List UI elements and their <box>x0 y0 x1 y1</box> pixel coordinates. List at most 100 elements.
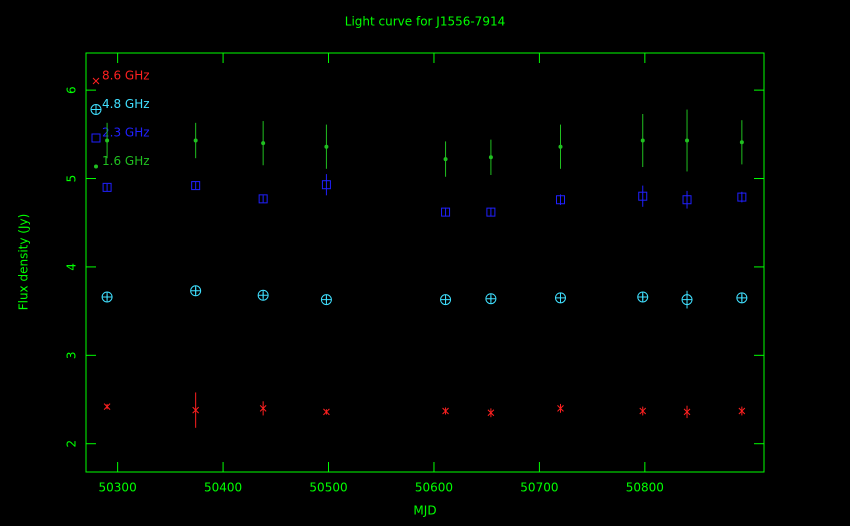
marker-part <box>261 141 266 146</box>
legend-label: 4.8 GHz <box>102 97 150 111</box>
marker <box>737 192 747 202</box>
marker <box>487 409 495 417</box>
y-tick-label: 6 <box>65 86 79 94</box>
marker-part <box>488 155 493 160</box>
marker <box>441 207 451 217</box>
marker-part <box>442 407 449 415</box>
marker-part <box>259 405 267 412</box>
marker-part <box>321 294 332 305</box>
marker-part <box>558 144 563 149</box>
marker-part <box>638 191 648 201</box>
marker <box>91 133 101 143</box>
marker-part <box>737 192 747 202</box>
x-tick-label: 50300 <box>99 481 137 495</box>
marker-part <box>639 407 647 415</box>
marker-part <box>323 408 330 416</box>
marker <box>193 138 198 143</box>
marker-part <box>555 292 566 303</box>
marker <box>259 405 267 412</box>
marker-part <box>683 408 691 416</box>
marker <box>323 408 330 416</box>
marker <box>102 182 112 192</box>
y-tick-label: 3 <box>65 351 79 359</box>
marker-part <box>738 407 746 415</box>
marker-part <box>640 138 645 143</box>
legend-label: 1.6 GHz <box>102 154 150 168</box>
chart-title: Light curve for J1556-7914 <box>345 15 505 29</box>
marker <box>105 138 110 143</box>
y-tick-label: 4 <box>65 263 79 271</box>
marker <box>320 294 332 306</box>
marker <box>682 195 692 205</box>
x-tick-label: 50700 <box>520 481 558 495</box>
marker-part <box>191 181 201 191</box>
marker <box>192 406 200 414</box>
marker-part <box>685 138 690 143</box>
marker <box>485 293 497 305</box>
marker-part <box>557 405 564 412</box>
marker-part <box>736 292 747 303</box>
marker-part <box>91 133 101 143</box>
marker <box>261 141 266 146</box>
y-axis-label: Flux density (Jy) <box>17 214 31 311</box>
marker <box>488 155 493 160</box>
marker <box>440 294 452 306</box>
marker <box>191 181 201 191</box>
marker-part <box>192 406 200 414</box>
marker-part <box>682 195 692 205</box>
marker-part <box>637 291 648 302</box>
marker <box>101 291 113 303</box>
marker-part <box>739 140 744 145</box>
x-tick-label: 50600 <box>415 481 453 495</box>
marker-part <box>103 403 111 410</box>
marker-part <box>193 138 198 143</box>
marker <box>640 138 645 143</box>
marker <box>554 292 566 304</box>
legend-label: 2.3 GHz <box>102 126 150 140</box>
marker-part <box>258 290 269 301</box>
marker <box>442 407 449 415</box>
marker <box>639 407 647 415</box>
marker <box>486 207 496 217</box>
marker-part <box>102 291 113 302</box>
marker-part <box>486 207 496 217</box>
marker-part <box>102 182 112 192</box>
marker <box>90 104 102 115</box>
marker <box>638 191 648 201</box>
marker-part <box>443 157 448 162</box>
marker-part <box>94 164 98 169</box>
marker-part <box>441 207 451 217</box>
marker-part <box>105 138 110 143</box>
x-tick-label: 50800 <box>626 481 664 495</box>
marker-part <box>682 294 693 305</box>
marker <box>555 195 565 205</box>
marker-part <box>324 144 329 149</box>
marker <box>558 144 563 149</box>
marker <box>257 289 269 301</box>
marker <box>324 144 329 149</box>
y-tick-label: 2 <box>65 440 79 448</box>
marker-part <box>487 409 495 417</box>
marker <box>92 77 100 85</box>
x-tick-label: 50500 <box>309 481 347 495</box>
marker <box>637 291 649 303</box>
marker <box>258 194 268 204</box>
marker <box>739 140 744 145</box>
marker-part <box>91 104 101 115</box>
marker-part <box>440 294 451 305</box>
marker <box>190 285 202 297</box>
marker <box>321 180 331 190</box>
x-axis-label: MJD <box>413 504 436 518</box>
marker-part <box>190 285 201 296</box>
marker <box>683 408 691 416</box>
legend-label: 8.6 GHz <box>102 69 150 83</box>
marker-part <box>321 180 331 190</box>
marker-part <box>258 194 268 204</box>
marker-part <box>485 293 496 304</box>
marker <box>94 164 98 169</box>
marker <box>681 294 693 306</box>
x-tick-label: 50400 <box>204 481 242 495</box>
marker <box>738 407 746 415</box>
